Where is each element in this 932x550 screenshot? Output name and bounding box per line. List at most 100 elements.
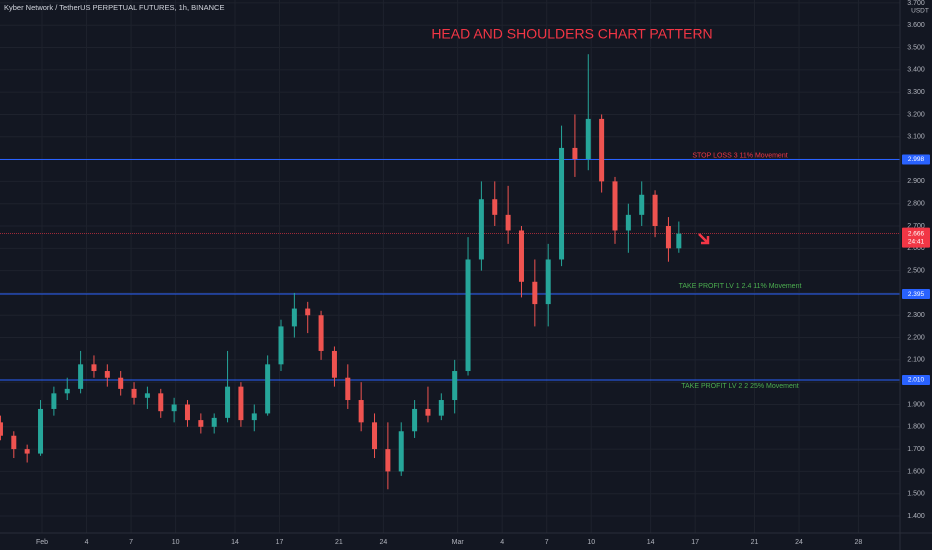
candle-body	[505, 214, 511, 231]
y-tick-label: 3.100	[907, 134, 925, 141]
x-tick-label: 28	[855, 539, 863, 546]
candle-body	[104, 371, 110, 378]
x-tick-label: Mar	[452, 539, 465, 546]
x-tick-label: 4	[500, 539, 504, 546]
candle-body	[625, 214, 631, 231]
candle-body	[198, 420, 204, 427]
y-tick-label: 2.700	[907, 223, 925, 230]
candle-body	[278, 326, 284, 365]
candle-body	[184, 404, 190, 421]
candle-body	[385, 449, 391, 472]
candle-body	[251, 413, 257, 421]
y-tick-label: 2.900	[907, 178, 925, 185]
axes: 1.4001.5001.6001.7001.8001.9002.0002.100…	[36, 0, 930, 546]
candle-body	[438, 400, 444, 416]
candle-body	[676, 233, 682, 249]
y-tick-label: 3.700	[907, 0, 925, 7]
candle-body	[545, 259, 551, 305]
y-tick-label: 3.600	[907, 22, 925, 29]
candle-body	[0, 422, 3, 436]
x-tick-label: 24	[380, 539, 388, 546]
candle-body	[492, 199, 498, 215]
y-tick-label: 1.800	[907, 424, 925, 431]
candle-body	[291, 308, 297, 327]
y-tick-label: 2.500	[907, 267, 925, 274]
candle-body	[639, 194, 645, 215]
candles	[0, 54, 682, 490]
chart-title: HEAD AND SHOULDERS CHART PATTERN	[431, 26, 712, 42]
candle-body	[652, 194, 658, 227]
candle-body	[11, 435, 17, 450]
y-tick-label: 1.900	[907, 401, 925, 408]
y-tick-label: 3.200	[907, 111, 925, 118]
candle-body	[238, 386, 244, 421]
y-tick-label: 2.800	[907, 201, 925, 208]
candle-body	[478, 199, 484, 260]
candle-body	[559, 147, 565, 260]
x-tick-label: 21	[751, 539, 759, 546]
y-tick-label: 1.700	[907, 446, 925, 453]
candle-body	[425, 408, 431, 416]
candle-body	[91, 364, 97, 372]
x-tick-label: 17	[276, 539, 284, 546]
level-badge	[902, 289, 930, 300]
y-tick-label: 3.500	[907, 44, 925, 51]
level-badge	[902, 374, 930, 385]
x-tick-label: 7	[545, 539, 549, 546]
candle-body	[38, 408, 44, 454]
level-label: 2.395	[908, 291, 925, 298]
candle-body	[465, 259, 471, 372]
countdown: 24:41	[908, 238, 925, 245]
currency: USDT	[911, 8, 929, 15]
candle-body	[358, 400, 364, 423]
candle-body	[171, 404, 177, 412]
x-tick-label: 17	[691, 539, 699, 546]
x-tick-label: 14	[231, 539, 239, 546]
level-note: TAKE PROFIT LV 1 2.4 11% Movement	[679, 283, 802, 290]
level-label: 2.998	[908, 156, 925, 163]
level-label: 2.010	[908, 377, 925, 384]
x-tick-label: 7	[129, 539, 133, 546]
level-note: STOP LOSS 3 11% Movement	[692, 152, 787, 159]
candle-body	[318, 315, 324, 351]
level-badge	[902, 154, 930, 165]
candle-body	[131, 388, 137, 398]
candle-body	[372, 422, 378, 450]
y-tick-label: 1.500	[907, 491, 925, 498]
candle-body	[305, 308, 311, 316]
x-tick-label: Feb	[36, 539, 48, 546]
candle-body	[64, 388, 70, 394]
current-price-badge	[902, 227, 930, 248]
x-tick-label: 4	[85, 539, 89, 546]
x-tick-label: 10	[587, 539, 595, 546]
candle-body	[532, 281, 538, 305]
level-note: TAKE PROFIT LV 2 2 25% Movement	[681, 383, 799, 390]
y-tick-label: 2.300	[907, 312, 925, 319]
y-tick-label: 1.400	[907, 513, 925, 520]
y-tick-label: 3.400	[907, 67, 925, 74]
y-tick-label: 3.300	[907, 89, 925, 96]
candle-body	[572, 147, 578, 160]
grid	[0, 0, 900, 533]
candle-body	[51, 393, 57, 409]
levels: STOP LOSS 3 11% Movement TAKE PROFIT LV 1…	[0, 152, 900, 390]
candle-body	[144, 393, 150, 398]
candle-body	[599, 118, 605, 182]
x-tick-label: 14	[647, 539, 655, 546]
arrow	[698, 233, 710, 245]
header: Kyber Network / TetherUS PERPETUAL FUTUR…	[4, 3, 224, 12]
candle-body	[24, 449, 30, 454]
candle-body	[612, 181, 618, 231]
candle-body	[665, 226, 671, 249]
candle-body	[265, 364, 271, 414]
candle-body	[398, 431, 404, 472]
candle-body	[331, 350, 337, 378]
x-tick-label: 21	[335, 539, 343, 546]
y-tick-label: 2.200	[907, 334, 925, 341]
candle-body	[452, 371, 458, 401]
y-tick-label: 2.600	[907, 245, 925, 252]
candle-body	[78, 364, 84, 389]
y-tick-label: 2.100	[907, 357, 925, 364]
